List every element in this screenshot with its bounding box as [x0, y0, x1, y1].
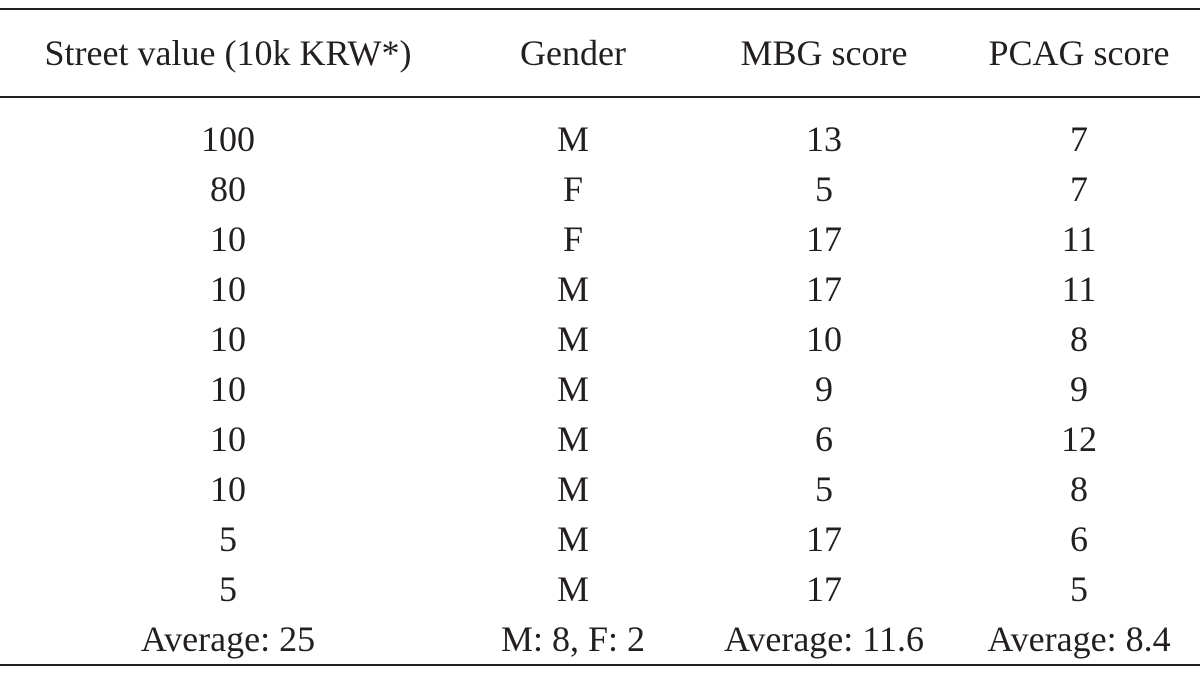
header-gender: Gender	[520, 33, 626, 73]
cell-street-value: 10	[210, 219, 246, 259]
cell-pcag-score: 8	[1070, 469, 1088, 509]
header-street-value: Street value (10k KRW*)	[44, 33, 412, 73]
table-body: 100 M 13 7 80 F 5 7 10 F 17 11 10 M 17 11 10 M 10 8 10 M 9 9 10 M…	[0, 97, 1200, 614]
header-row: Street value (10k KRW*) Gender MBG score…	[0, 10, 1200, 97]
cell-gender: M	[556, 419, 589, 459]
table-row: 10 M 9 9	[0, 364, 1200, 414]
cell-mbg-score: 10	[806, 319, 842, 359]
table-row: 5 M 17 5	[0, 564, 1200, 614]
cell-gender: F	[562, 219, 584, 259]
cell-street-value: 10	[210, 469, 246, 509]
cell-street-value: 10	[210, 269, 246, 309]
cell-pcag-score: 7	[1070, 169, 1088, 209]
cell-gender: M	[556, 269, 589, 309]
cell-pcag-score: 8	[1070, 319, 1088, 359]
cell-gender: M	[556, 519, 589, 559]
cell-pcag-score: 9	[1070, 369, 1088, 409]
cell-street-value: 5	[219, 569, 237, 609]
cell-mbg-score: 17	[806, 519, 842, 559]
cell-gender: M	[556, 569, 589, 609]
summary-mbg-score: Average: 11.6	[724, 619, 924, 659]
summary-street-value: Average: 25	[140, 619, 316, 659]
cell-gender: M	[556, 469, 589, 509]
table-row: 10 M 17 11	[0, 264, 1200, 314]
cell-pcag-score: 12	[1061, 419, 1097, 459]
summary-gender: M: 8, F: 2	[500, 619, 646, 659]
header-mbg-score: MBG score	[740, 33, 908, 73]
data-table: Street value (10k KRW*) Gender MBG score…	[0, 10, 1200, 666]
cell-gender: F	[562, 169, 584, 209]
cell-pcag-score: 11	[1061, 269, 1097, 309]
cell-mbg-score: 17	[806, 219, 842, 259]
data-table-container: Street value (10k KRW*) Gender MBG score…	[0, 8, 1200, 666]
summary-pcag-score: Average: 8.4	[987, 619, 1171, 659]
table-row: 10 M 6 12	[0, 414, 1200, 464]
cell-gender: M	[556, 319, 589, 359]
cell-mbg-score: 5	[815, 469, 833, 509]
table-row: 5 M 17 6	[0, 514, 1200, 564]
table-row: 10 M 10 8	[0, 314, 1200, 364]
cell-gender: M	[556, 119, 589, 159]
cell-mbg-score: 5	[815, 169, 833, 209]
cell-street-value: 100	[201, 119, 255, 159]
summary-row: Average: 25 M: 8, F: 2 Average: 11.6 Ave…	[0, 614, 1200, 665]
header-pcag-score: PCAG score	[988, 33, 1170, 73]
cell-mbg-score: 17	[806, 269, 842, 309]
cell-pcag-score: 11	[1061, 219, 1097, 259]
table-header: Street value (10k KRW*) Gender MBG score…	[0, 10, 1200, 97]
cell-mbg-score: 13	[806, 119, 842, 159]
table-top-rule	[0, 8, 1200, 10]
cell-mbg-score: 17	[806, 569, 842, 609]
table-row: 10 M 5 8	[0, 464, 1200, 514]
cell-street-value: 10	[210, 319, 246, 359]
cell-pcag-score: 6	[1070, 519, 1088, 559]
cell-pcag-score: 5	[1070, 569, 1088, 609]
cell-street-value: 5	[219, 519, 237, 559]
table-summary: Average: 25 M: 8, F: 2 Average: 11.6 Ave…	[0, 614, 1200, 665]
cell-pcag-score: 7	[1070, 119, 1088, 159]
cell-mbg-score: 6	[815, 419, 833, 459]
table-row: 100 M 13 7	[0, 97, 1200, 164]
cell-gender: M	[556, 369, 589, 409]
table-row: 10 F 17 11	[0, 214, 1200, 264]
cell-mbg-score: 9	[815, 369, 833, 409]
cell-street-value: 10	[210, 419, 246, 459]
cell-street-value: 80	[210, 169, 246, 209]
table-row: 80 F 5 7	[0, 164, 1200, 214]
cell-street-value: 10	[210, 369, 246, 409]
